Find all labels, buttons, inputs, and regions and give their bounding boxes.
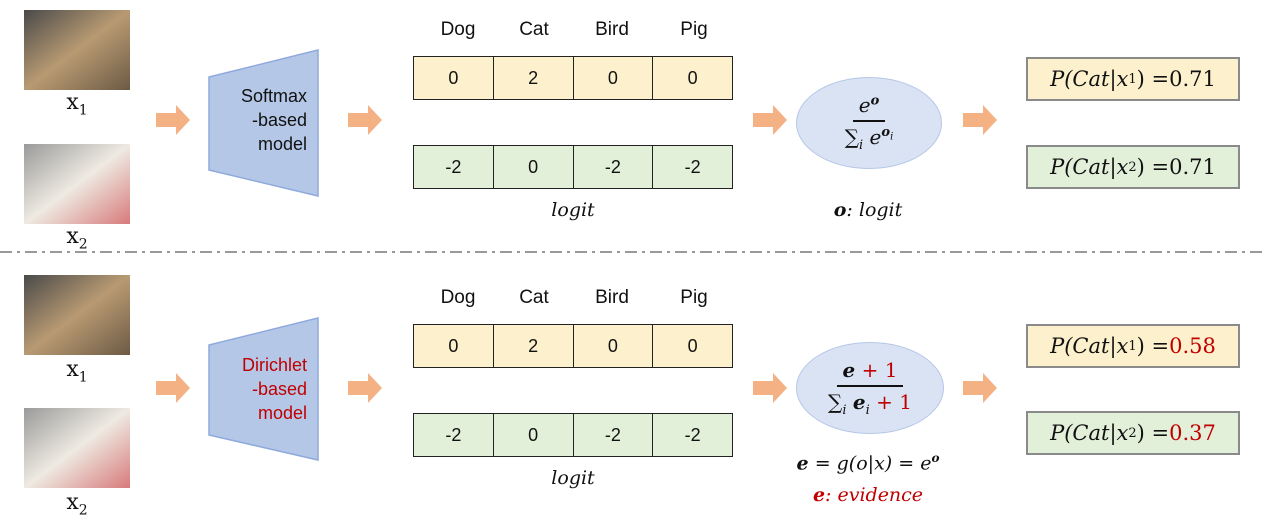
- logit-cell: 0: [414, 325, 494, 367]
- class-header-pig: Pig: [680, 19, 708, 40]
- dirichlet-result-x1: P(Cat|x 1) = 0.58: [1026, 324, 1240, 368]
- logit-cell: 2: [494, 325, 574, 367]
- evidence-note: e: evidence: [812, 484, 924, 506]
- logit-cell: -2: [414, 146, 494, 188]
- fluffy-kitten-image: [24, 144, 130, 224]
- arrow-right-icon: [963, 373, 997, 403]
- logit-cell: 0: [574, 325, 654, 367]
- fluffy-kitten-image: [24, 408, 130, 488]
- softmax-result-x1: P(Cat|x 1) = 0.71: [1026, 57, 1240, 101]
- logit-caption: logit: [551, 467, 595, 489]
- arrow-right-icon: [753, 105, 787, 135]
- arrow-right-icon: [156, 373, 190, 403]
- input-label-x2: x2: [66, 224, 88, 253]
- dirichlet-result-x2: P(Cat|x 2) = 0.37: [1026, 411, 1240, 455]
- logit-row-x1: 0 2 0 0: [413, 324, 733, 368]
- class-header-bird: Bird: [595, 287, 629, 308]
- dirichlet-formula: e + 1 ∑i ei + 1: [796, 342, 944, 434]
- logit-row-x2: -2 0 -2 -2: [413, 413, 733, 457]
- logit-cell: 2: [494, 57, 574, 99]
- dirichlet-model-label: Dirichlet -based model: [241, 355, 307, 423]
- input-label-x1: x1: [66, 90, 88, 119]
- class-header-dog: Dog: [440, 287, 476, 308]
- softmax-model-label: Softmax -based model: [240, 86, 307, 154]
- logit-row-x1: 0 2 0 0: [413, 56, 733, 100]
- class-header-cat: Cat: [519, 19, 549, 40]
- logit-row-x2: -2 0 -2 -2: [413, 145, 733, 189]
- softmax-formula: eo ∑i eoi: [796, 77, 942, 169]
- arrow-right-icon: [963, 105, 997, 135]
- class-header-bird: Bird: [595, 19, 629, 40]
- softmax-model-shape: [208, 49, 319, 197]
- logit-cell: -2: [684, 424, 701, 445]
- logit-cell: -2: [574, 414, 654, 456]
- logit-cell: 0: [494, 146, 574, 188]
- arrows: [156, 105, 997, 403]
- input-label-x2: x2: [66, 490, 88, 519]
- logit-cell: 0: [687, 67, 698, 88]
- arrow-right-icon: [348, 105, 382, 135]
- logit-caption: logit: [551, 199, 595, 221]
- arrow-right-icon: [348, 373, 382, 403]
- arrow-right-icon: [753, 373, 787, 403]
- tabby-cat-image: [24, 10, 130, 90]
- tabby-cat-image: [24, 275, 130, 355]
- evidence-definition: e = g(o|x) = eo: [796, 451, 940, 475]
- softmax-result-x2: P(Cat|x 2) = 0.71: [1026, 145, 1240, 189]
- arrow-right-icon: [156, 105, 190, 135]
- logit-cell: 0: [414, 57, 494, 99]
- logit-cell: -2: [684, 156, 701, 177]
- class-header-pig: Pig: [680, 287, 708, 308]
- class-header-cat: Cat: [519, 287, 549, 308]
- logit-cell: 0: [687, 335, 698, 356]
- logit-cell: 0: [494, 414, 574, 456]
- dirichlet-model-shape: [208, 317, 319, 461]
- class-header-dog: Dog: [440, 19, 476, 40]
- logit-note: o: logit: [833, 199, 903, 221]
- logit-cell: -2: [414, 414, 494, 456]
- input-label-x1: x1: [66, 357, 88, 386]
- logit-cell: -2: [574, 146, 654, 188]
- logit-cell: 0: [574, 57, 654, 99]
